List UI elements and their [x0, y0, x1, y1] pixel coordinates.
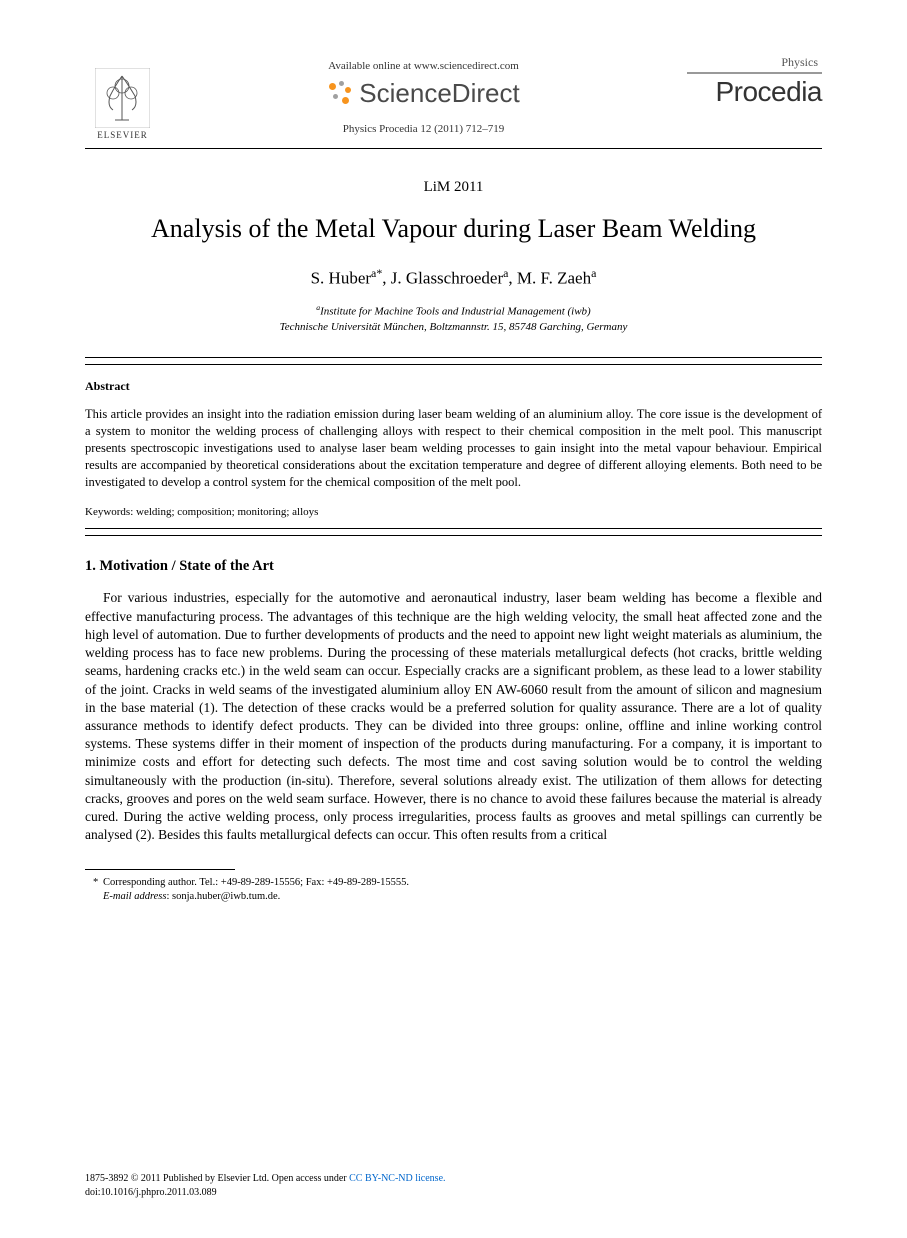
footnote-email: sonja.huber@iwb.tum.de. [172, 891, 280, 902]
sciencedirect-dots-icon [327, 81, 353, 107]
footer-issn: 1875-3892 © 2011 Published by Elsevier L… [85, 1173, 269, 1184]
sciencedirect-wordmark: ScienceDirect [359, 78, 519, 109]
center-header: Available online at www.sciencedirect.co… [160, 55, 687, 135]
footnote-corr: Corresponding author. Tel.: +49-89-289-1… [103, 877, 409, 888]
journal-name: Procedia [687, 72, 822, 108]
abstract-text: This article provides an insight into th… [85, 406, 822, 490]
abstract-bottom-rules [85, 528, 822, 536]
footnote-rule [85, 869, 235, 870]
elsevier-tree-icon [95, 68, 150, 128]
paper-title: Analysis of the Metal Vapour during Lase… [85, 214, 822, 244]
abstract-heading: Abstract [85, 379, 822, 394]
header-rule [85, 148, 822, 149]
footer-license-prefix: Open access under [272, 1173, 349, 1184]
license-link[interactable]: CC BY-NC-ND license. [349, 1173, 445, 1184]
conference-name: LiM 2011 [85, 179, 822, 196]
journal-logo-box: Physics Procedia [687, 55, 822, 108]
affiliation-line-1: aInstitute for Machine Tools and Industr… [85, 303, 822, 320]
journal-category: Physics [687, 55, 822, 70]
corresponding-author-footnote: *Corresponding author. Tel.: +49-89-289-… [85, 876, 822, 905]
journal-citation: Physics Procedia 12 (2011) 712–719 [160, 123, 687, 135]
abstract-top-rules [85, 357, 822, 365]
sciencedirect-logo: ScienceDirect [160, 78, 687, 109]
affiliation: aInstitute for Machine Tools and Industr… [85, 303, 822, 335]
elsevier-wordmark: ELSEVIER [97, 130, 148, 140]
keywords-line: Keywords: welding; composition; monitori… [85, 506, 822, 518]
available-online-text: Available online at www.sciencedirect.co… [160, 60, 687, 72]
section-1-body: For various industries, especially for t… [85, 589, 822, 844]
footnote-email-label: E-mail address [103, 891, 166, 902]
footer-doi: doi:10.1016/j.phpro.2011.03.089 [85, 1186, 822, 1200]
page-header: ELSEVIER Available online at www.science… [85, 55, 822, 140]
affiliation-line-2: Technische Universität München, Boltzman… [85, 320, 822, 335]
page-footer: 1875-3892 © 2011 Published by Elsevier L… [85, 1172, 822, 1200]
elsevier-logo: ELSEVIER [85, 55, 160, 140]
authors-list: S. Hubera*, J. Glasschroedera, M. F. Zae… [85, 266, 822, 289]
section-1-heading: 1. Motivation / State of the Art [85, 558, 822, 575]
